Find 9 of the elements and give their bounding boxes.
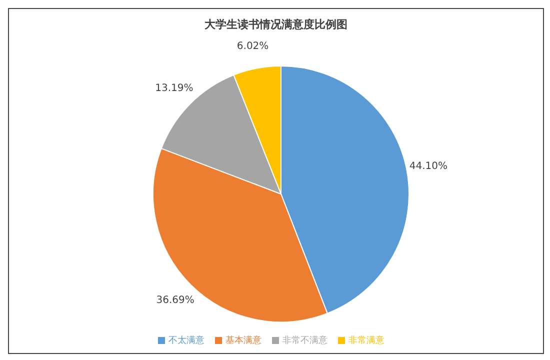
data-label: 6.02% <box>236 41 269 52</box>
legend-label: 不太满意 <box>168 336 204 346</box>
legend-label: 非常满意 <box>348 336 384 346</box>
chart-title: 大学生读书情况满意度比例图 <box>204 17 348 32</box>
legend-label: 非常不满意 <box>282 336 328 346</box>
legend-label: 基本满意 <box>226 336 262 346</box>
data-label: 36.69% <box>156 294 194 306</box>
data-label: 13.19% <box>155 83 194 94</box>
data-label: 44.10% <box>409 160 448 172</box>
